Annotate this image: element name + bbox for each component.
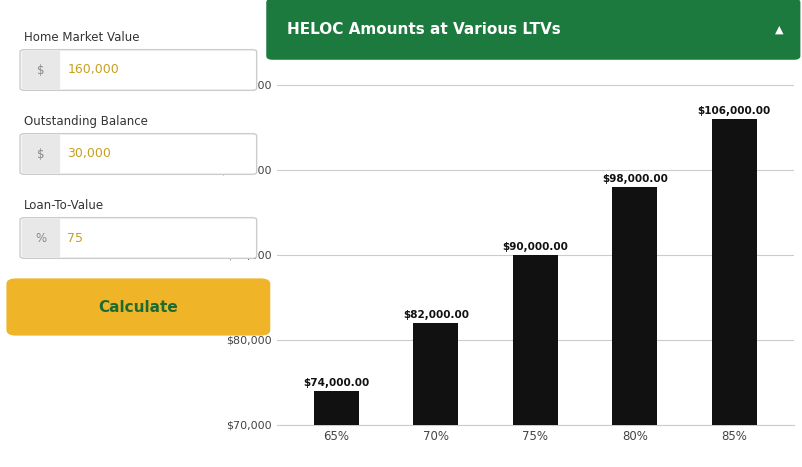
Text: $: $: [37, 64, 45, 77]
Bar: [314, 391, 358, 467]
Text: 30,000: 30,000: [67, 148, 111, 161]
Text: $98,000.00: $98,000.00: [602, 174, 668, 184]
Bar: [414, 323, 458, 467]
Text: %: %: [35, 232, 47, 245]
Text: Loan-To-Value: Loan-To-Value: [24, 199, 104, 212]
Text: HELOC Amounts at Various LTVs: HELOC Amounts at Various LTVs: [287, 21, 561, 37]
Text: $82,000.00: $82,000.00: [403, 311, 469, 320]
Bar: [513, 255, 557, 467]
Text: $74,000.00: $74,000.00: [303, 378, 370, 389]
Text: $90,000.00: $90,000.00: [502, 242, 569, 252]
Text: Outstanding Balance: Outstanding Balance: [24, 115, 148, 128]
Bar: [613, 187, 657, 467]
Bar: [712, 119, 756, 467]
Text: 75: 75: [67, 232, 83, 245]
Text: ▲: ▲: [776, 24, 784, 34]
Text: $106,000.00: $106,000.00: [698, 106, 771, 116]
Text: $: $: [37, 148, 45, 161]
Text: Calculate: Calculate: [99, 299, 178, 314]
Text: 160,000: 160,000: [67, 64, 119, 77]
Text: Home Market Value: Home Market Value: [24, 31, 140, 44]
